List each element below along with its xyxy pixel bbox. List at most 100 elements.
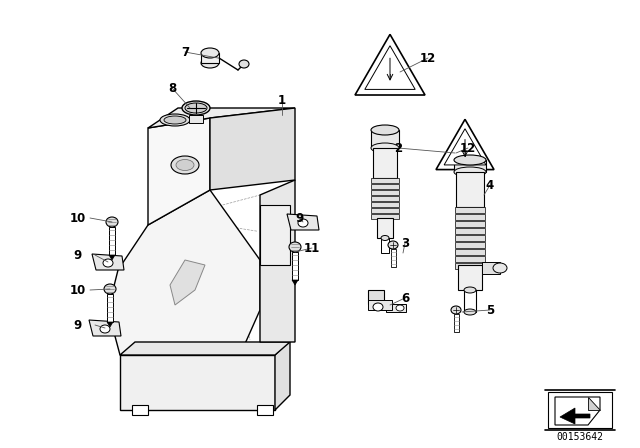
Polygon shape: [89, 320, 121, 336]
Ellipse shape: [388, 241, 398, 249]
Ellipse shape: [104, 284, 116, 294]
Bar: [377, 218, 393, 238]
Polygon shape: [92, 254, 124, 270]
Polygon shape: [260, 180, 295, 342]
Text: 11: 11: [304, 241, 320, 254]
Bar: [371, 190, 399, 195]
Polygon shape: [555, 397, 600, 425]
Text: 5: 5: [486, 303, 494, 316]
Ellipse shape: [373, 303, 383, 311]
Ellipse shape: [381, 236, 389, 241]
Bar: [390, 249, 396, 267]
Text: 12: 12: [460, 142, 476, 155]
Bar: [455, 263, 485, 269]
Polygon shape: [108, 190, 260, 375]
Bar: [454, 160, 486, 172]
Ellipse shape: [160, 114, 190, 126]
Bar: [368, 300, 392, 310]
Ellipse shape: [464, 287, 476, 293]
Bar: [386, 304, 406, 312]
Ellipse shape: [454, 155, 486, 165]
Bar: [132, 405, 148, 415]
Bar: [455, 207, 485, 213]
Ellipse shape: [201, 48, 219, 58]
Text: 1: 1: [278, 94, 286, 107]
Ellipse shape: [298, 219, 308, 227]
Polygon shape: [292, 280, 298, 285]
Polygon shape: [444, 129, 486, 165]
Ellipse shape: [103, 259, 113, 267]
Text: 6: 6: [401, 292, 409, 305]
Polygon shape: [365, 46, 415, 90]
Bar: [455, 228, 485, 234]
Text: 00153642: 00153642: [557, 432, 604, 442]
Ellipse shape: [239, 60, 249, 68]
Polygon shape: [148, 108, 295, 128]
Bar: [371, 202, 399, 207]
Ellipse shape: [396, 305, 404, 311]
Polygon shape: [436, 119, 494, 170]
Bar: [548, 392, 612, 428]
Bar: [454, 314, 458, 332]
Bar: [201, 53, 219, 63]
Text: 7: 7: [181, 46, 189, 59]
Ellipse shape: [171, 156, 199, 174]
Bar: [292, 252, 298, 280]
Polygon shape: [588, 397, 600, 410]
Text: 9: 9: [74, 249, 82, 262]
Polygon shape: [120, 355, 275, 410]
Text: 10: 10: [70, 284, 86, 297]
Bar: [107, 294, 113, 322]
Text: 2: 2: [394, 142, 402, 155]
Ellipse shape: [182, 101, 210, 115]
Bar: [373, 148, 397, 178]
Bar: [189, 115, 203, 123]
Ellipse shape: [176, 159, 194, 171]
Ellipse shape: [371, 125, 399, 135]
Bar: [368, 290, 384, 304]
Ellipse shape: [371, 143, 399, 153]
Ellipse shape: [454, 167, 486, 177]
Ellipse shape: [201, 58, 219, 68]
Ellipse shape: [100, 325, 110, 333]
Polygon shape: [120, 342, 290, 355]
Text: 8: 8: [168, 82, 176, 95]
Bar: [455, 256, 485, 262]
Bar: [455, 242, 485, 248]
Text: 3: 3: [401, 237, 409, 250]
Bar: [464, 290, 476, 312]
Ellipse shape: [464, 309, 476, 315]
Ellipse shape: [451, 306, 461, 314]
Bar: [371, 214, 399, 219]
Text: 12: 12: [420, 52, 436, 65]
Bar: [381, 238, 389, 253]
Bar: [455, 214, 485, 220]
Ellipse shape: [185, 103, 207, 113]
Bar: [458, 265, 482, 290]
Bar: [371, 178, 399, 183]
Polygon shape: [170, 260, 205, 305]
Ellipse shape: [106, 217, 118, 227]
Bar: [455, 235, 485, 241]
Text: !: !: [388, 74, 392, 80]
Polygon shape: [210, 108, 295, 190]
Bar: [456, 172, 484, 207]
Ellipse shape: [164, 116, 186, 124]
Bar: [371, 184, 399, 189]
Polygon shape: [275, 340, 290, 410]
Ellipse shape: [493, 263, 507, 273]
Bar: [257, 405, 273, 415]
Bar: [260, 205, 290, 265]
Text: !: !: [463, 152, 467, 158]
Bar: [109, 227, 115, 255]
Text: 9: 9: [296, 211, 304, 224]
Bar: [455, 221, 485, 227]
Polygon shape: [355, 34, 425, 95]
Bar: [371, 130, 399, 148]
Polygon shape: [107, 322, 113, 327]
Polygon shape: [287, 214, 319, 230]
Polygon shape: [560, 408, 590, 424]
Text: 4: 4: [486, 178, 494, 191]
Ellipse shape: [289, 242, 301, 252]
Bar: [455, 249, 485, 255]
